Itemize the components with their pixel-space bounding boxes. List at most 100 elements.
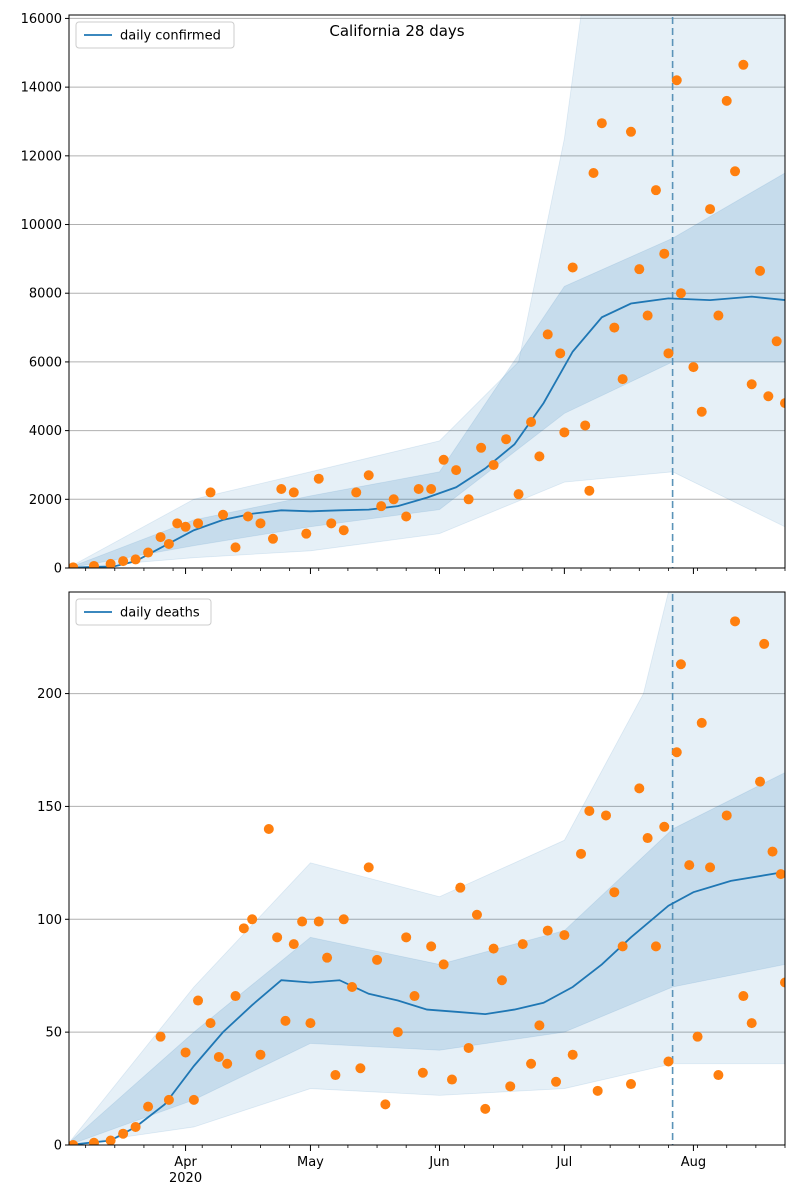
deaths-data-point	[446, 1074, 457, 1085]
confirmed-data-point	[326, 518, 337, 529]
confirmed-data-point	[276, 484, 287, 494]
confirmed-data-point	[401, 511, 412, 522]
confirmed-data-point	[659, 248, 670, 259]
deaths-data-point	[313, 916, 324, 927]
deaths-data-point	[180, 1047, 191, 1058]
confirmed-data-point	[413, 484, 424, 494]
confirmed-data-point	[746, 379, 757, 390]
confirmed-ytick-label: 0	[54, 562, 62, 577]
deaths-axes-frame	[68, 591, 786, 1146]
deaths-data-point	[663, 1056, 674, 1067]
confirmed-data-point	[755, 265, 766, 276]
deaths-data-point	[297, 916, 308, 927]
deaths-data-point	[409, 991, 420, 1002]
confirmed-ytick-label: 10000	[21, 218, 62, 233]
deaths-data-point	[634, 783, 645, 794]
deaths-data-point	[69, 1140, 79, 1145]
deaths-data-point	[625, 1079, 636, 1090]
confirmed-band-inner	[69, 172, 785, 568]
deaths-data-point	[330, 1070, 341, 1081]
deaths-data-point	[684, 860, 695, 871]
confirmed-data-point	[584, 485, 595, 496]
deaths-data-point	[188, 1094, 199, 1105]
confirmed-band-outer	[69, 15, 785, 568]
confirmed-data-point	[501, 434, 512, 445]
deaths-data-point	[205, 1018, 216, 1029]
deaths-xtick-year-label: 2020	[169, 1171, 202, 1186]
confirmed-data-point	[88, 560, 99, 568]
confirmed-legend-label: daily confirmed	[120, 29, 221, 44]
confirmed-data-point	[663, 348, 674, 359]
deaths-data-point	[88, 1137, 99, 1145]
deaths-data-point	[380, 1099, 391, 1110]
deaths-data-point	[438, 959, 449, 970]
deaths-xtick-label: Jul	[556, 1155, 573, 1170]
deaths-data-point	[755, 776, 766, 787]
deaths-data-point	[559, 930, 570, 941]
deaths-data-point	[143, 1101, 154, 1112]
confirmed-data-point	[730, 166, 741, 177]
deaths-data-point	[280, 1015, 291, 1026]
deaths-data-point	[534, 1020, 545, 1031]
deaths-band-outer	[69, 592, 785, 1145]
deaths-data-point	[247, 914, 258, 925]
confirmed-data-point	[451, 465, 462, 476]
confirmed-data-point	[243, 511, 253, 522]
confirmed-plot-area	[69, 15, 785, 568]
confirmed-data-point	[463, 494, 474, 505]
confirmed-data-point	[780, 398, 785, 409]
deaths-data-point	[263, 824, 274, 834]
confirmed-data-point	[596, 118, 607, 129]
confirmed-data-point	[255, 518, 266, 529]
deaths-data-point	[480, 1103, 491, 1114]
confirmed-data-point	[771, 336, 782, 347]
deaths-legend-label: daily deaths	[120, 606, 200, 621]
confirmed-ytick-label: 4000	[29, 424, 62, 439]
confirmed-data-point	[650, 185, 661, 196]
deaths-data-point	[601, 810, 611, 821]
confirmed-data-point	[105, 558, 116, 568]
deaths-data-point	[417, 1067, 428, 1078]
confirmed-data-point	[534, 451, 545, 462]
deaths-xtick-label: Aug	[681, 1155, 706, 1170]
deaths-data-point	[675, 659, 686, 670]
confirmed-data-point	[567, 262, 578, 273]
deaths-data-point	[372, 954, 383, 965]
confirmed-data-point	[288, 487, 299, 498]
deaths-data-point	[363, 862, 374, 873]
confirmed-data-point	[130, 554, 141, 565]
chart-title: California 28 days	[329, 22, 464, 40]
deaths-data-point	[617, 941, 628, 952]
deaths-data-point	[118, 1128, 129, 1139]
deaths-data-point	[163, 1094, 174, 1105]
deaths-data-point	[592, 1085, 603, 1096]
deaths-data-point	[721, 810, 732, 821]
deaths-data-point	[105, 1135, 116, 1145]
deaths-data-point	[780, 977, 785, 988]
confirmed-panel: 0 2000 4000 6000 8000 10000 12000 14000 16000 dai…	[21, 12, 786, 577]
confirmed-data-point	[230, 542, 241, 553]
deaths-data-point	[463, 1042, 474, 1053]
deaths-data-point	[255, 1049, 266, 1060]
deaths-data-point	[705, 862, 716, 873]
deaths-data-point	[130, 1121, 141, 1132]
confirmed-data-point	[617, 374, 628, 385]
deaths-data-point	[551, 1076, 562, 1087]
confirmed-data-point	[713, 310, 724, 321]
confirmed-data-point	[542, 329, 553, 340]
deaths-xtick-label: Apr	[174, 1155, 197, 1170]
confirmed-ytick-label: 12000	[21, 149, 62, 164]
confirmed-ytick-label: 14000	[21, 81, 62, 96]
confirmed-data-point	[267, 533, 278, 544]
confirmed-data-point	[426, 484, 437, 494]
deaths-line	[69, 870, 785, 1145]
confirmed-data-point	[476, 442, 487, 453]
deaths-data-point	[730, 616, 741, 627]
deaths-ytick-label: 100	[37, 913, 62, 928]
deaths-ytick-label: 0	[54, 1139, 62, 1154]
confirmed-data-point	[172, 518, 183, 529]
deaths-data-point	[238, 923, 249, 934]
deaths-data-point	[392, 1027, 403, 1038]
deaths-data-point	[517, 939, 528, 950]
deaths-data-point	[355, 1063, 366, 1074]
